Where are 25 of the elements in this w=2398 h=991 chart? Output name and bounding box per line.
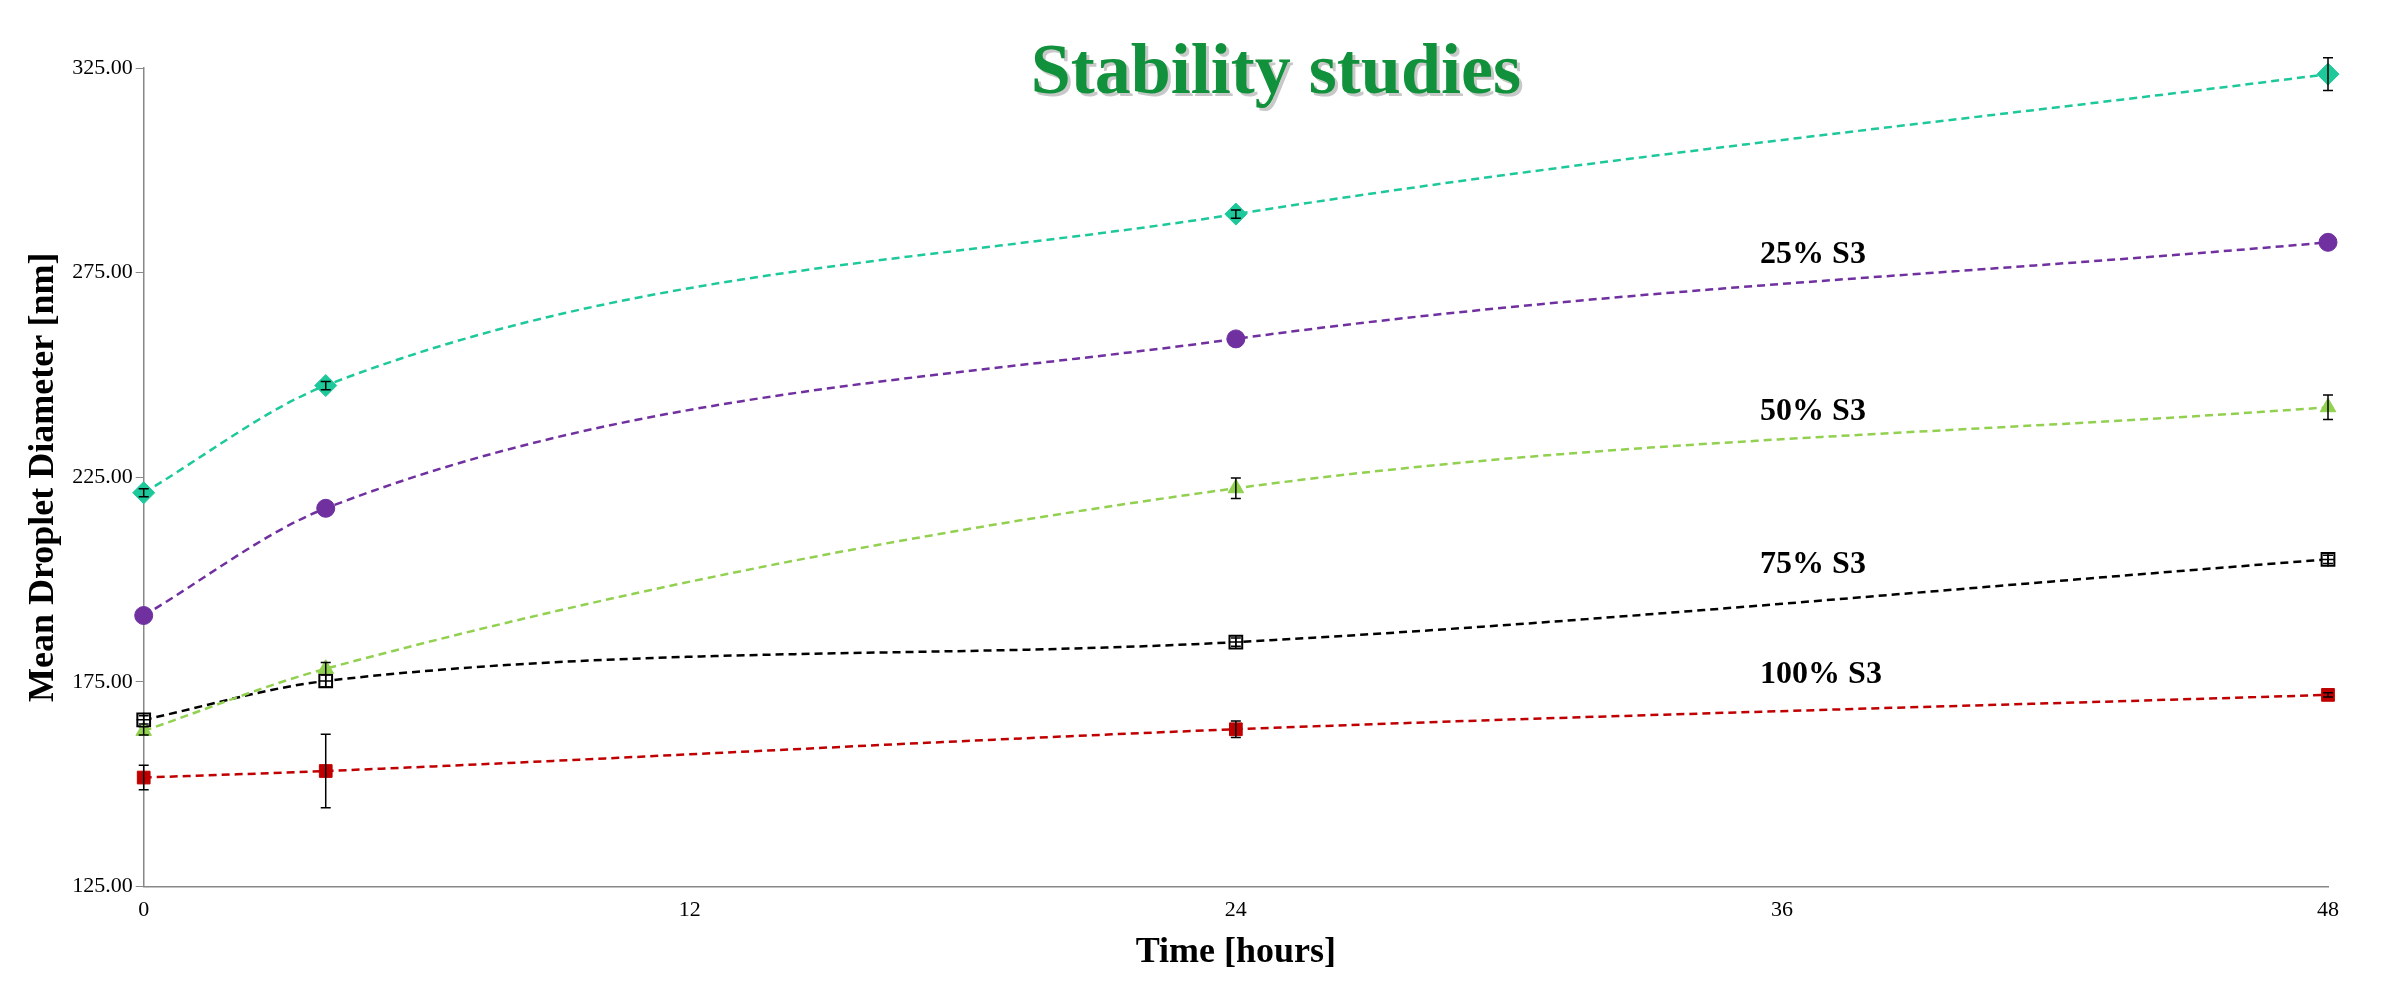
- series-label: 100% S3: [1760, 654, 1882, 691]
- y-tick-label: 175.00: [72, 667, 133, 693]
- x-tick-label: 36: [1770, 896, 1793, 922]
- series-label: 50% S3: [1760, 390, 1866, 427]
- point: [1224, 202, 1248, 226]
- y-axis-title: Mean Droplet Diameter [nm]: [20, 252, 61, 702]
- point: [134, 606, 154, 626]
- series-label: 75% S3: [1760, 543, 1866, 580]
- point: [318, 764, 333, 778]
- x-tick-label: 48: [2317, 896, 2339, 922]
- y-tick-label: 125.00: [72, 872, 133, 898]
- point: [316, 498, 336, 518]
- x-tick-label: 24: [1224, 896, 1247, 922]
- chart-title: Stability studies: [1033, 31, 1524, 112]
- y-tick-label: 225.00: [72, 462, 133, 488]
- point: [1226, 329, 1246, 349]
- y-tick-label: 275.00: [72, 258, 133, 284]
- x-tick-label: 12: [678, 896, 701, 922]
- y-tick-label: 325.00: [72, 53, 133, 79]
- x-axis-title: Time [hours]: [1135, 929, 1337, 970]
- point: [132, 481, 156, 505]
- series-label: 25% S3: [1760, 233, 1866, 270]
- point: [314, 374, 338, 398]
- point: [2318, 232, 2338, 252]
- x-tick-label: 0: [138, 896, 150, 922]
